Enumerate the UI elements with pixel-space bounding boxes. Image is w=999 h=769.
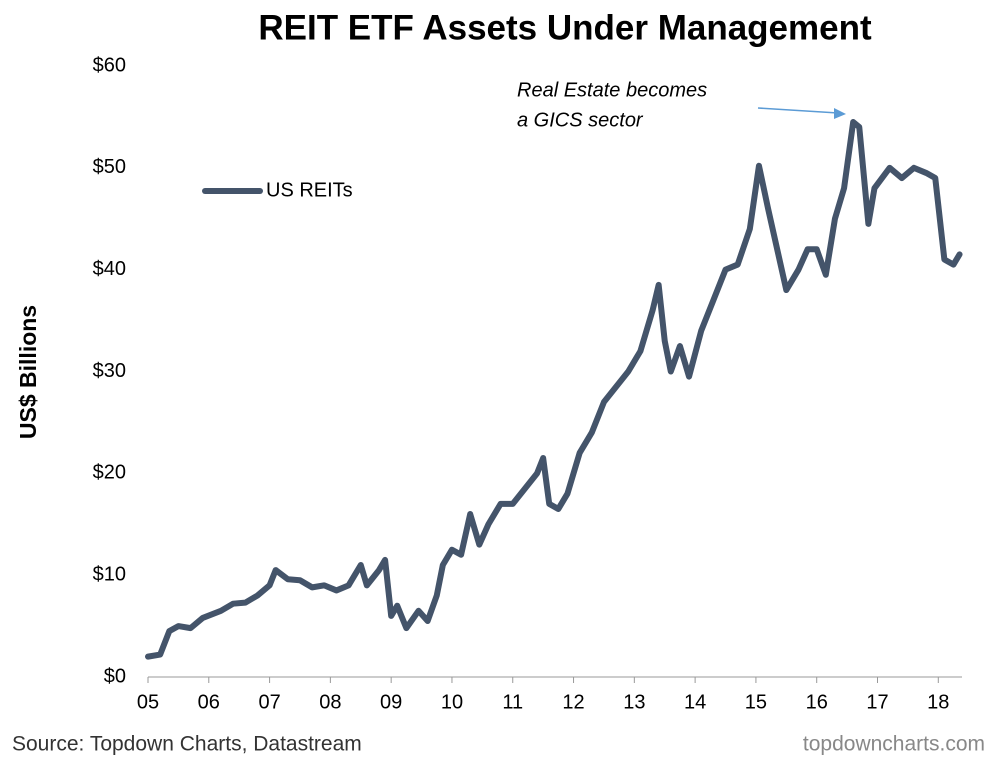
x-tick-label: 05	[137, 691, 159, 713]
x-tick-label: 16	[806, 691, 828, 713]
source: Source: Topdown Charts, Datastream	[12, 733, 362, 756]
x-tick-label: 11	[502, 691, 523, 713]
y-tick-label: $0	[104, 665, 126, 687]
y-tick-label: $50	[93, 156, 126, 178]
annotation-arrowhead	[834, 108, 846, 119]
y-axis-label: US$ Billions	[15, 305, 41, 439]
y-tick-label: $60	[93, 54, 126, 76]
annotation-arrow	[757, 107, 839, 114]
x-tick-label: 07	[258, 691, 280, 713]
x-tick-label: 10	[441, 691, 463, 713]
x-tick-label: 09	[380, 691, 402, 713]
y-tick-label: $20	[93, 462, 126, 484]
x-tick-label: 13	[623, 691, 645, 713]
data-line	[145, 119, 963, 660]
x-tick-label: 06	[198, 691, 220, 713]
annotation: Real Estate becomes	[517, 79, 707, 101]
annotation: a GICS sector	[517, 109, 644, 131]
x-tick-label: 08	[319, 691, 341, 713]
y-tick-label: $30	[93, 360, 126, 382]
y-tick-label: $10	[93, 563, 126, 585]
x-tick-label: 15	[745, 691, 767, 713]
legend-label: US REITs	[266, 179, 353, 201]
x-tick-label: 18	[927, 691, 949, 713]
watermark: topdowncharts.com	[803, 733, 985, 756]
chart-title: REIT ETF Assets Under Management	[258, 8, 872, 47]
y-tick-label: $40	[93, 258, 126, 280]
x-tick-label: 12	[562, 691, 584, 713]
x-tick-label: 14	[684, 691, 706, 713]
x-tick-label: 17	[866, 691, 888, 713]
